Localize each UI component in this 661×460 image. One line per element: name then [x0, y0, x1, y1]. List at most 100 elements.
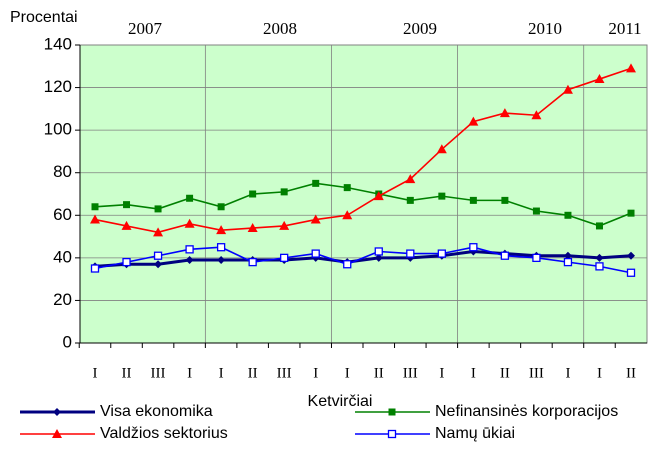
legend-label: Namų ūkiai [435, 425, 515, 442]
marker [595, 262, 604, 271]
marker [184, 218, 195, 228]
marker [90, 214, 100, 224]
legend-marker [387, 429, 397, 439]
marker [343, 184, 351, 192]
marker [154, 260, 163, 269]
marker [595, 253, 604, 262]
marker [563, 257, 573, 267]
marker [343, 260, 352, 269]
legend-label: Valdžios sektorius [100, 425, 228, 442]
marker [153, 227, 164, 237]
year-label: 2011 [608, 19, 641, 38]
marker [437, 249, 446, 258]
year-label: 2008 [263, 19, 297, 38]
x-tick-label: II [122, 365, 132, 381]
plot-area [79, 44, 648, 344]
marker [279, 220, 290, 230]
marker [342, 210, 353, 220]
marker [217, 255, 226, 264]
y-tick-label: 20 [53, 290, 72, 309]
marker [249, 190, 257, 198]
marker [468, 116, 479, 126]
y-tick-label: 40 [53, 247, 72, 266]
marker [469, 243, 478, 252]
marker [248, 257, 257, 267]
legend-label: Nefinansinės korporacijos [435, 403, 618, 420]
marker [280, 253, 289, 263]
x-tick-label: I [565, 365, 570, 381]
x-tick-label: I [439, 365, 444, 381]
x-tick-label: II [374, 365, 384, 381]
marker [438, 192, 446, 200]
x-tick-label: II [626, 365, 636, 381]
series-line [94, 67, 632, 234]
x-tick-label: I [93, 365, 98, 381]
marker [531, 110, 542, 120]
marker [500, 251, 510, 260]
y-tick-label: 60 [53, 205, 72, 224]
marker [563, 251, 572, 260]
marker [406, 249, 415, 258]
marker [405, 174, 416, 184]
year-label: 2007 [128, 19, 163, 38]
marker [501, 196, 509, 204]
x-tick-label: III [151, 365, 166, 381]
x-tick-label: I [187, 365, 192, 381]
marker [310, 214, 321, 224]
marker [564, 211, 572, 219]
legend-marker [388, 408, 396, 416]
series-line [94, 182, 632, 227]
x-tick-label: I [471, 365, 476, 381]
marker [373, 191, 384, 201]
marker [247, 223, 258, 233]
y-tick-label: 120 [44, 77, 72, 96]
x-tick-label: II [248, 365, 258, 381]
marker [121, 220, 132, 230]
series-line [94, 246, 632, 274]
marker [123, 201, 131, 209]
marker [406, 196, 414, 204]
marker [217, 203, 225, 211]
marker [154, 205, 162, 213]
legend-marker [53, 408, 61, 416]
marker [499, 108, 510, 118]
marker [311, 249, 320, 258]
y-tick-label: 100 [44, 120, 72, 139]
marker [594, 74, 605, 84]
x-axis-label: Ketvirčiai [308, 393, 373, 410]
marker [469, 196, 477, 204]
marker [185, 255, 194, 264]
x-tick-label: III [529, 365, 544, 381]
marker [90, 264, 100, 273]
marker [626, 268, 636, 277]
marker [562, 84, 573, 94]
year-label: 2010 [528, 19, 562, 38]
y-tick-label: 80 [53, 162, 72, 181]
marker [532, 253, 541, 263]
marker [186, 194, 194, 202]
marker [627, 251, 636, 260]
marker [280, 188, 288, 196]
y-axis-label: Procentai [10, 9, 78, 26]
legend-label: Visa ekonomika [100, 403, 213, 420]
x-tick-label: III [403, 365, 418, 381]
y-tick-label: 0 [63, 332, 72, 351]
marker [374, 253, 383, 262]
x-tick-label: I [313, 365, 318, 381]
marker [312, 179, 320, 187]
marker [627, 209, 635, 217]
x-tick-label: II [500, 365, 510, 381]
marker [91, 203, 99, 211]
marker [626, 63, 637, 73]
marker [122, 257, 131, 267]
marker [153, 251, 163, 260]
marker [374, 247, 383, 256]
legend-marker [52, 429, 62, 438]
x-tick-label: I [597, 365, 602, 381]
x-tick-label: I [345, 365, 350, 381]
marker [595, 222, 603, 230]
y-tick-label: 140 [44, 34, 72, 53]
year-label: 2009 [403, 19, 437, 38]
x-tick-label: I [219, 365, 224, 381]
